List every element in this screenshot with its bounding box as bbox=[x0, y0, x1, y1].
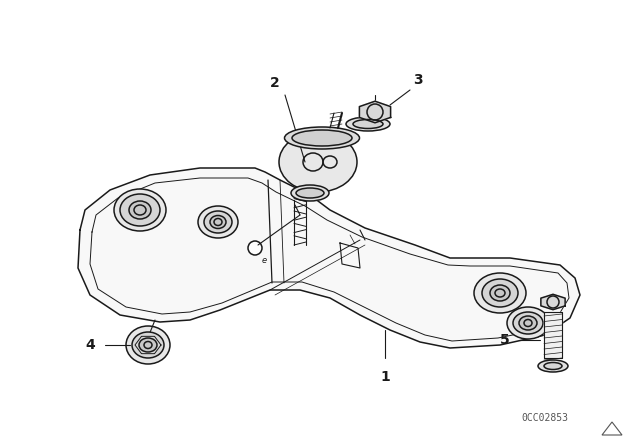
Text: 1: 1 bbox=[380, 370, 390, 384]
Ellipse shape bbox=[482, 279, 518, 307]
Ellipse shape bbox=[285, 127, 360, 149]
Ellipse shape bbox=[120, 194, 160, 226]
Ellipse shape bbox=[114, 189, 166, 231]
Ellipse shape bbox=[346, 117, 390, 131]
Polygon shape bbox=[544, 312, 562, 358]
Ellipse shape bbox=[538, 360, 568, 372]
Polygon shape bbox=[541, 294, 565, 310]
Ellipse shape bbox=[474, 273, 526, 313]
Ellipse shape bbox=[296, 188, 324, 198]
Ellipse shape bbox=[204, 211, 232, 233]
Ellipse shape bbox=[129, 201, 151, 219]
Text: 5: 5 bbox=[500, 333, 510, 347]
Ellipse shape bbox=[126, 326, 170, 364]
Circle shape bbox=[248, 241, 262, 255]
Ellipse shape bbox=[519, 316, 537, 330]
Text: 2: 2 bbox=[270, 76, 280, 90]
Ellipse shape bbox=[210, 215, 226, 228]
Text: 0CC02853: 0CC02853 bbox=[522, 413, 568, 423]
Polygon shape bbox=[78, 168, 580, 348]
Ellipse shape bbox=[139, 338, 157, 352]
Ellipse shape bbox=[292, 130, 352, 146]
Ellipse shape bbox=[291, 185, 329, 201]
Ellipse shape bbox=[279, 132, 357, 192]
Text: e: e bbox=[261, 255, 267, 264]
Ellipse shape bbox=[507, 307, 549, 339]
Ellipse shape bbox=[513, 312, 543, 334]
Text: 3: 3 bbox=[413, 73, 423, 87]
Ellipse shape bbox=[353, 120, 383, 129]
Ellipse shape bbox=[490, 285, 510, 301]
Ellipse shape bbox=[132, 332, 164, 358]
Polygon shape bbox=[360, 101, 390, 123]
Text: 4: 4 bbox=[85, 338, 95, 352]
Ellipse shape bbox=[198, 206, 238, 238]
Ellipse shape bbox=[544, 362, 562, 370]
